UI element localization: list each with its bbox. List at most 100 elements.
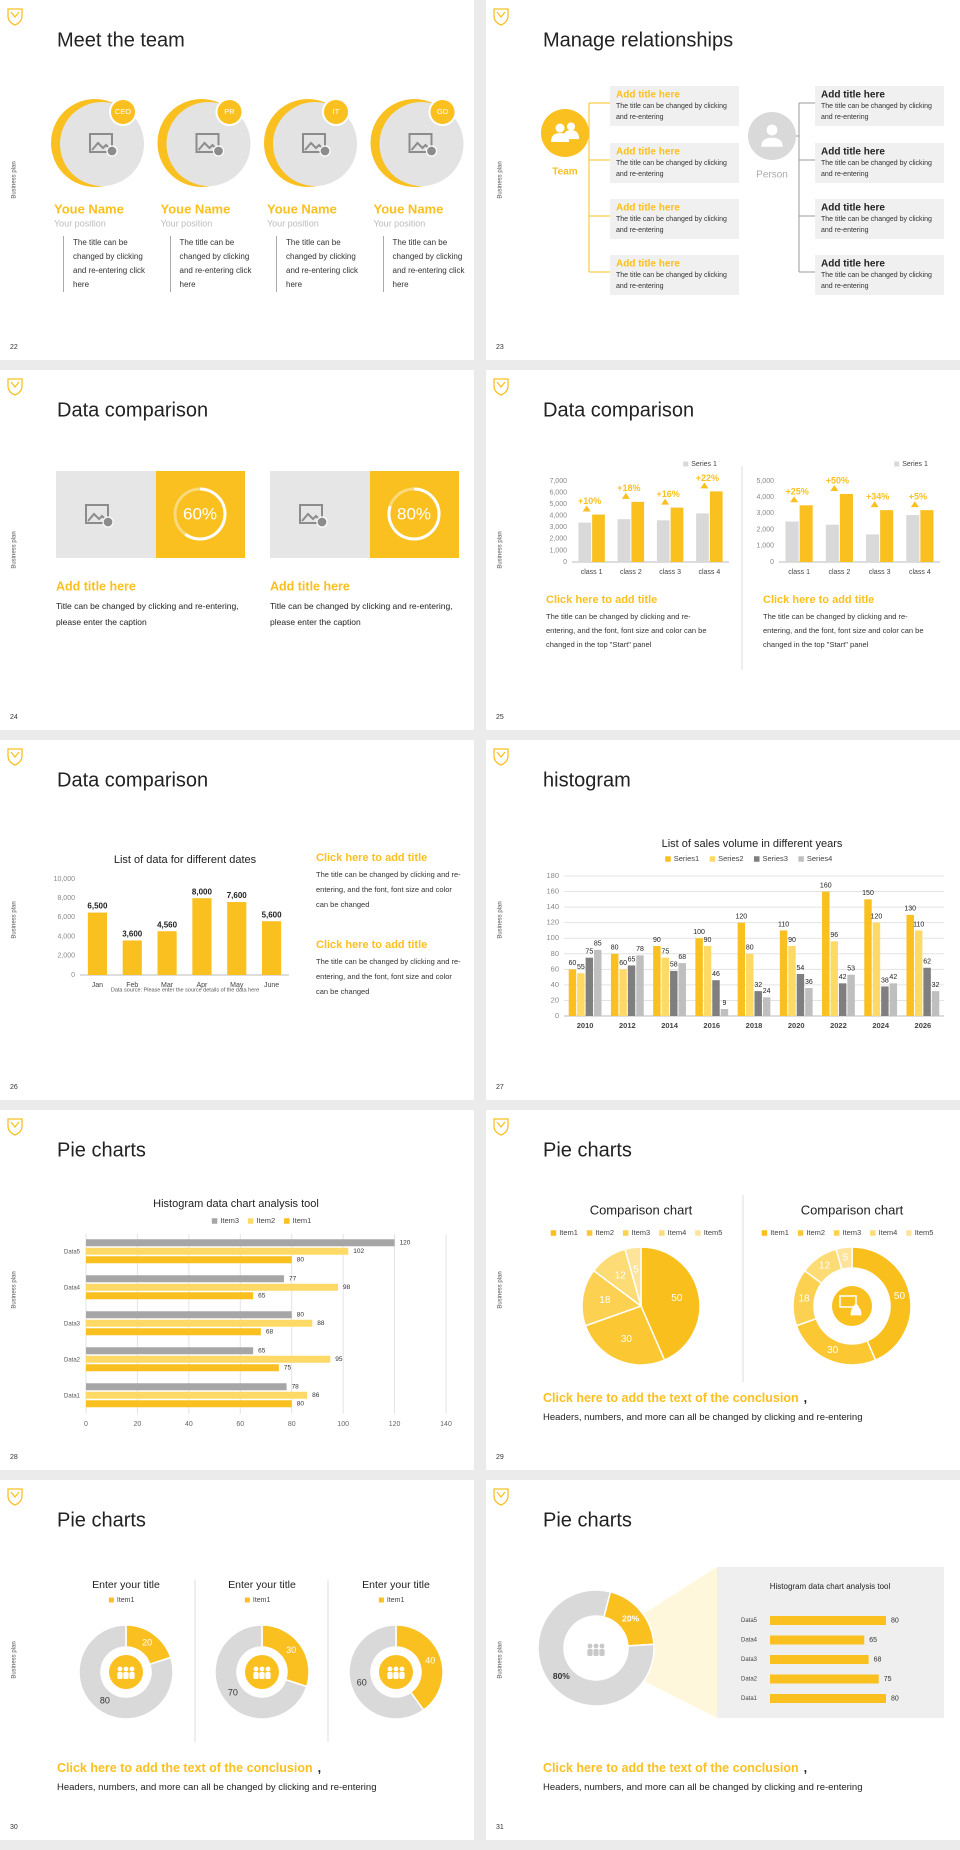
side-label: Business plan bbox=[12, 1271, 18, 1308]
people-icon bbox=[259, 1666, 265, 1672]
bar bbox=[86, 1328, 261, 1336]
image-icon bbox=[304, 141, 324, 151]
bar bbox=[709, 491, 723, 562]
y-tick-label: 6,000 bbox=[57, 914, 75, 921]
annotation-arrow bbox=[830, 484, 839, 491]
people-icon bbox=[599, 1649, 605, 1656]
bar bbox=[86, 1275, 284, 1283]
value-label: 32 bbox=[754, 982, 762, 989]
x-tick-label: 40 bbox=[185, 1421, 193, 1428]
slide-title: Pie charts bbox=[57, 1139, 146, 1161]
value-label: 86 bbox=[312, 1392, 320, 1399]
y-tick-label: 40 bbox=[551, 980, 559, 989]
item-box bbox=[610, 143, 739, 183]
value-label: 8,000 bbox=[192, 887, 213, 896]
bar bbox=[737, 922, 746, 1016]
legend-swatch bbox=[683, 461, 689, 467]
y-tick-label: 0 bbox=[770, 559, 774, 566]
y-tick-label: 1,000 bbox=[756, 543, 774, 550]
page-number: 30 bbox=[10, 1824, 18, 1831]
member-position: Your position bbox=[161, 218, 213, 228]
page-number: 28 bbox=[10, 1454, 18, 1461]
y-tick-label: 8,000 bbox=[57, 895, 75, 902]
value-label: 65 bbox=[869, 1637, 877, 1644]
people-icon bbox=[593, 1649, 599, 1656]
slice-label: 18 bbox=[599, 1295, 611, 1306]
annotation: +25% bbox=[785, 487, 808, 497]
y-tick-label: Data3 bbox=[741, 1657, 758, 1663]
conclusion-text: Headers, numbers, and more can all be ch… bbox=[543, 1782, 863, 1793]
side-label: Business plan bbox=[498, 161, 504, 198]
item-title: Add title here bbox=[616, 203, 680, 214]
people-icon bbox=[253, 1666, 259, 1672]
value-label: 75 bbox=[661, 949, 669, 956]
legend-swatch bbox=[211, 1218, 218, 1224]
image-icon bbox=[102, 516, 114, 528]
legend-swatch bbox=[761, 1230, 768, 1236]
page-number: 29 bbox=[496, 1454, 504, 1461]
slide: Business plan 29 Pie charts 50 30 18 12 5 Item1 I… bbox=[486, 1110, 960, 1470]
people-icon bbox=[123, 1666, 129, 1672]
y-tick-label: Data5 bbox=[741, 1618, 758, 1624]
annotation: +50% bbox=[826, 475, 849, 485]
value-label: 150 bbox=[862, 890, 874, 897]
y-tick-label: Data2 bbox=[741, 1677, 758, 1683]
bar bbox=[889, 983, 898, 1016]
value-label: 100 bbox=[693, 929, 705, 936]
bar bbox=[577, 973, 585, 1016]
bar bbox=[670, 507, 684, 562]
slice-label: 20% bbox=[622, 1614, 639, 1624]
slide-canvas: Business plan 25 Data comparison 0 1,000 2,00… bbox=[493, 378, 940, 721]
value-label: 90 bbox=[788, 937, 796, 944]
bar bbox=[86, 1311, 292, 1319]
side-label: Business plan bbox=[12, 901, 18, 938]
legend-swatch bbox=[108, 1597, 114, 1603]
item-box bbox=[610, 86, 739, 126]
slide: Business plan 25 Data comparison 0 1,000 2,00… bbox=[486, 370, 960, 730]
value-label: 53 bbox=[847, 966, 855, 973]
badge bbox=[428, 98, 457, 126]
slice-label: 50 bbox=[894, 1291, 906, 1302]
x-tick-label: Mar bbox=[161, 982, 174, 989]
logo bbox=[7, 8, 23, 26]
bar bbox=[770, 1694, 886, 1703]
bar bbox=[914, 930, 923, 1016]
slice-label: 30 bbox=[621, 1334, 633, 1345]
legend-label: Item4 bbox=[879, 1228, 898, 1237]
card-title: Add title here bbox=[56, 579, 136, 593]
member-text: The title can be changed by clicking and… bbox=[382, 236, 471, 292]
item-title: Add title here bbox=[821, 203, 885, 214]
legend-label: Item1 bbox=[387, 1597, 405, 1604]
chart-title: Histogram data chart analysis tool bbox=[153, 1198, 319, 1210]
legend-label: Series1 bbox=[674, 854, 699, 863]
chart-title: Comparison chart bbox=[590, 1202, 693, 1217]
value-label: 80 bbox=[297, 1400, 305, 1407]
slice-label: 5 bbox=[633, 1264, 639, 1275]
legend-swatch bbox=[247, 1218, 254, 1224]
slide: Business plan 23 Manage relationships Team A… bbox=[486, 0, 960, 360]
pie-slice bbox=[640, 1246, 701, 1362]
conclusion-title: Click here to add the text of the conclu… bbox=[543, 1761, 799, 1775]
bar bbox=[619, 969, 627, 1016]
value-label: 38 bbox=[881, 977, 889, 984]
bar bbox=[838, 983, 847, 1016]
image-icon bbox=[195, 133, 220, 153]
bar bbox=[839, 493, 853, 562]
value-label: 78 bbox=[636, 946, 644, 953]
x-tick-label: 20 bbox=[134, 1421, 142, 1428]
people-icon bbox=[399, 1672, 405, 1679]
badge bbox=[109, 98, 137, 126]
x-tick-label: 120 bbox=[389, 1421, 401, 1428]
people-icon bbox=[129, 1666, 135, 1672]
slide-canvas: Business plan 29 Pie charts 50 30 18 12 5 Item1 I… bbox=[493, 1118, 933, 1461]
x-tick-label: 2018 bbox=[746, 1021, 763, 1030]
value-label: 77 bbox=[289, 1275, 297, 1282]
value-label: 75 bbox=[585, 949, 593, 956]
image-icon bbox=[301, 512, 321, 522]
x-tick-label: 2022 bbox=[830, 1021, 847, 1030]
people-icon bbox=[123, 1672, 129, 1679]
value-label: 54 bbox=[797, 965, 805, 972]
bar bbox=[864, 899, 872, 1016]
slice-label: 80 bbox=[100, 1695, 110, 1705]
logo bbox=[7, 1488, 23, 1506]
